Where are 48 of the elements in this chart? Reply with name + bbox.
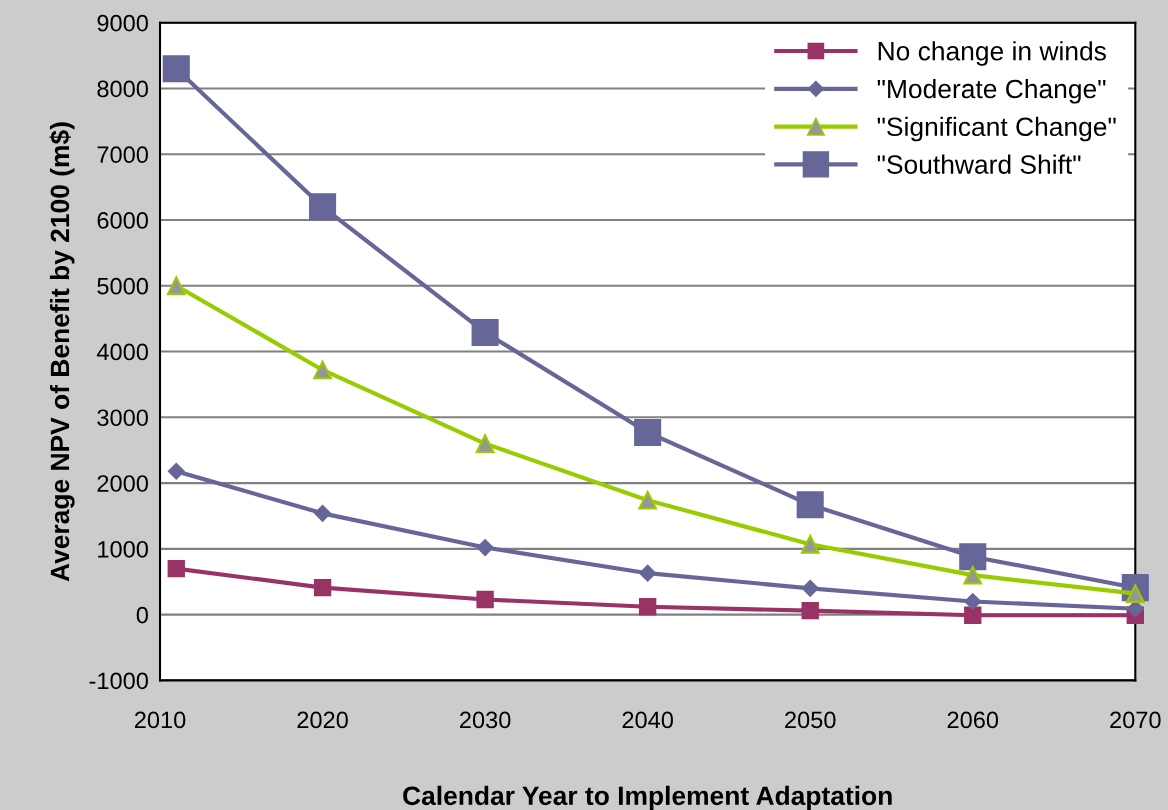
point	[638, 490, 658, 510]
legend-label: "Moderate Change"	[877, 78, 1106, 104]
x-tick-label: 2060	[947, 711, 999, 729]
y-tick-label: 2000	[97, 475, 148, 492]
point	[313, 360, 332, 380]
point	[801, 602, 819, 620]
point	[796, 491, 824, 519]
point	[801, 579, 819, 597]
y-tick-label: 4000	[96, 343, 148, 361]
legend-label: "Southward Shift"	[877, 154, 1081, 174]
point	[476, 590, 494, 609]
x-tick-label: 2020	[297, 711, 348, 729]
point	[638, 598, 657, 616]
point	[634, 418, 662, 446]
y-tick-label: 5000	[97, 277, 148, 295]
y-tick-label: 6000	[97, 212, 148, 229]
point	[800, 534, 820, 554]
x-tick-label: 2050	[785, 711, 836, 729]
y-tick-label: 0	[136, 606, 148, 624]
point	[167, 462, 185, 480]
point	[475, 434, 495, 453]
y-tick-label: -1000	[89, 672, 148, 690]
y-tick-label: 1000	[98, 540, 148, 558]
x-tick-label: 2040	[622, 711, 673, 729]
y-tick-label: 7000	[97, 146, 148, 164]
point	[309, 193, 337, 221]
point	[476, 539, 494, 556]
point	[162, 55, 190, 83]
point	[639, 564, 657, 582]
point	[471, 318, 499, 347]
point	[167, 559, 185, 578]
y-tick-label: 3000	[97, 409, 148, 427]
x-tick-label: 2070	[1110, 711, 1161, 729]
point	[964, 606, 982, 624]
point	[313, 578, 332, 597]
legend-label: No change in winds	[878, 41, 1106, 66]
x-axis-title: Calendar Year to Implement Adaptation	[403, 785, 892, 810]
x-tick-label: 2010	[134, 711, 186, 729]
point	[959, 543, 987, 571]
legend-label: "Significant Change"	[877, 116, 1116, 142]
point	[314, 504, 331, 522]
y-tick-label: 8000	[97, 80, 148, 98]
y-tick-label: 9000	[97, 14, 148, 32]
point	[964, 593, 982, 610]
point	[166, 276, 186, 296]
point	[963, 565, 983, 585]
x-tick-label: 2030	[460, 711, 511, 729]
y-axis-title: Average NPV of Benefit by 2100 (m$)	[49, 122, 75, 582]
